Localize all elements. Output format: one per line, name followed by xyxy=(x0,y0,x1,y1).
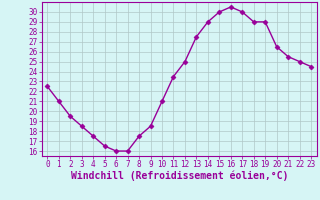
X-axis label: Windchill (Refroidissement éolien,°C): Windchill (Refroidissement éolien,°C) xyxy=(70,171,288,181)
